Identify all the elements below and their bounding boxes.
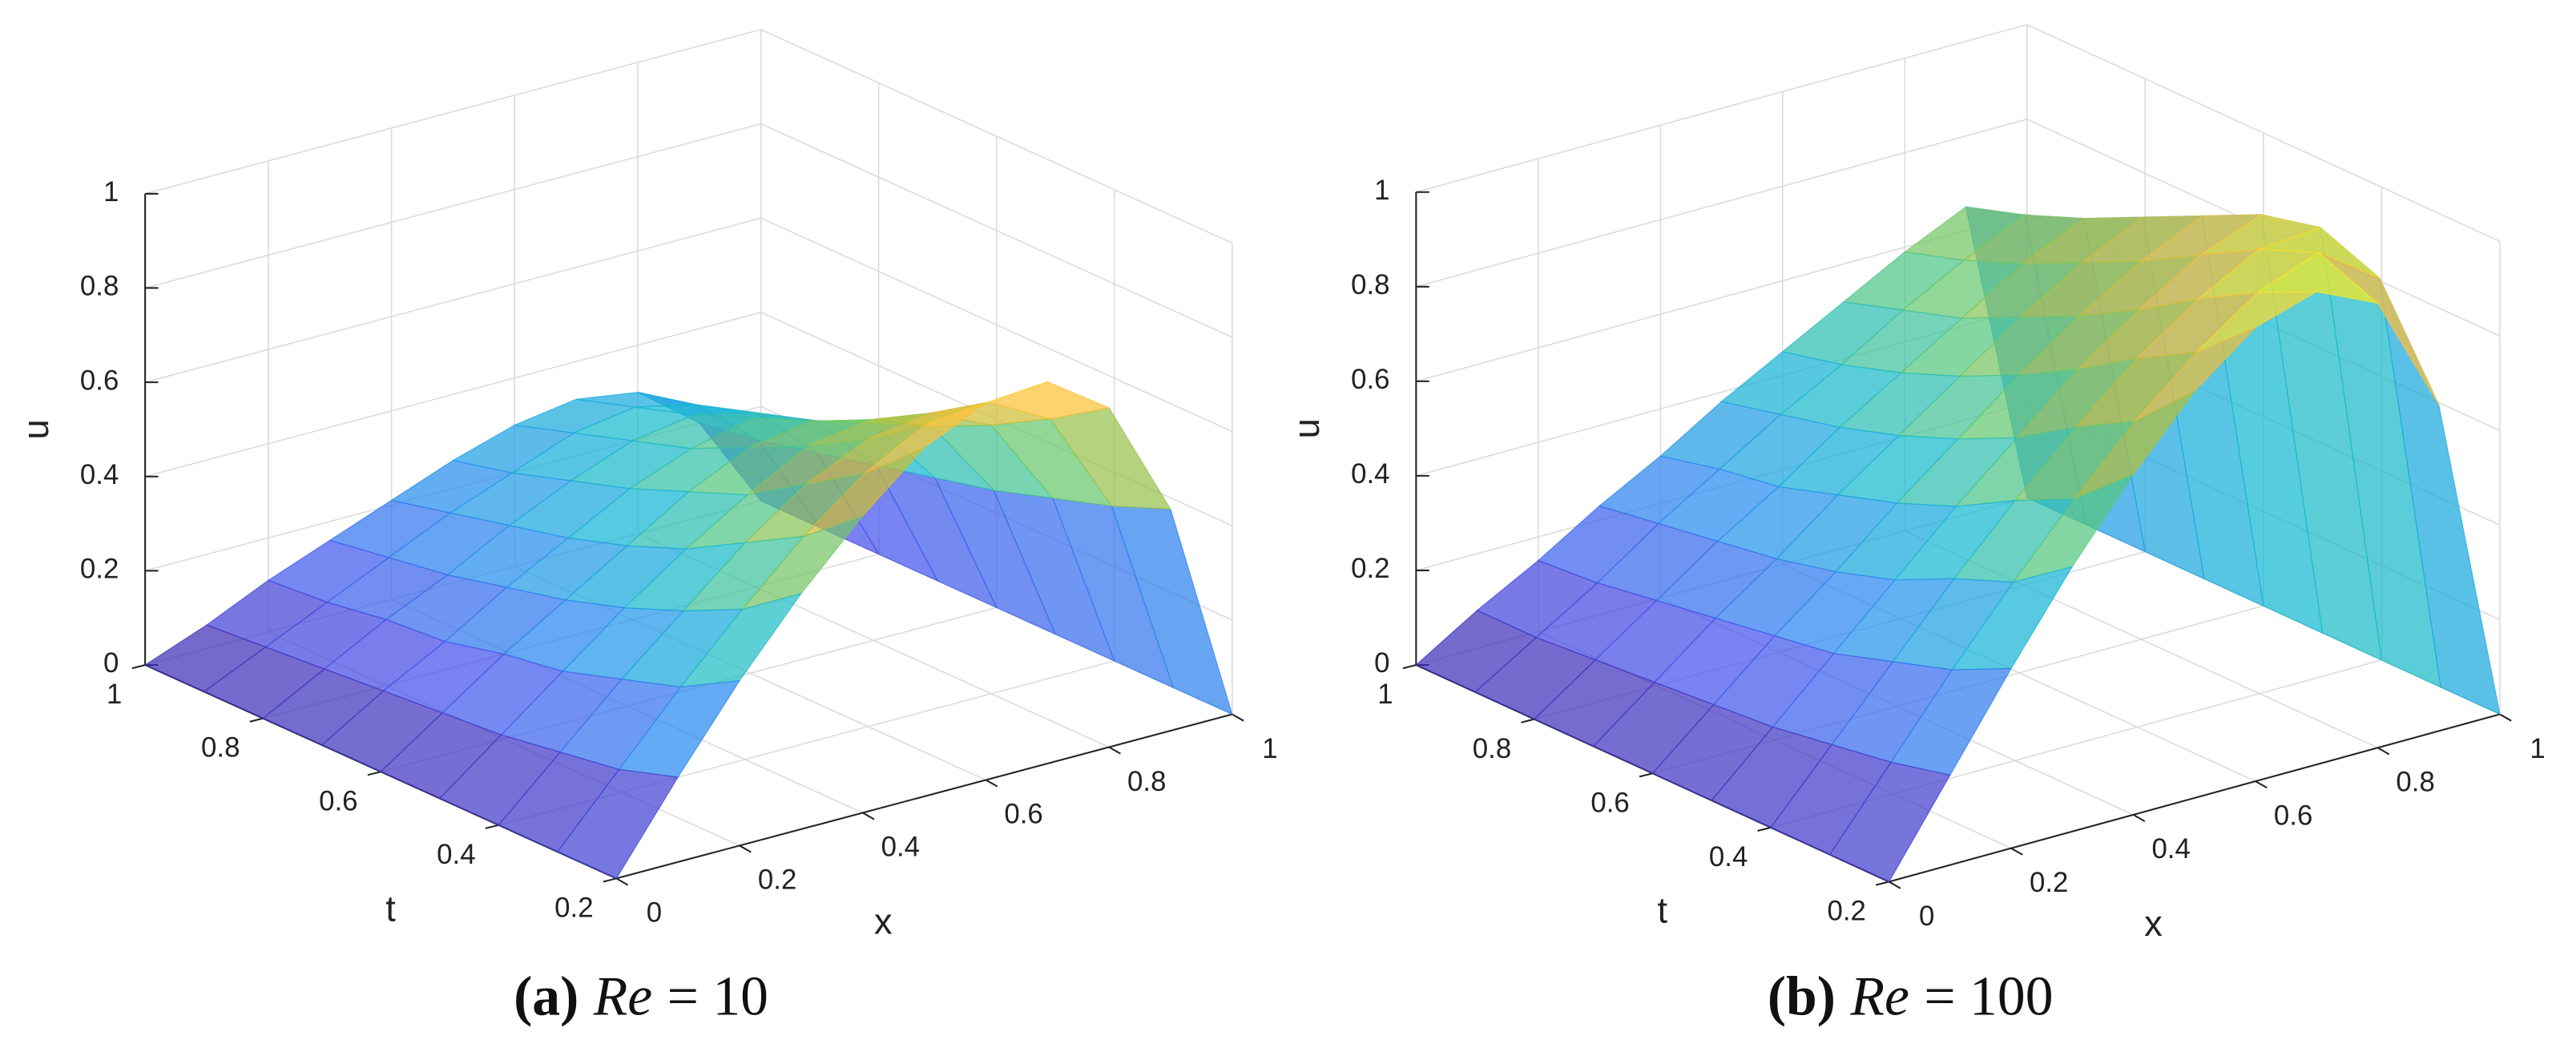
z-tick-label: 0.4 xyxy=(1351,458,1389,490)
x-tick xyxy=(2010,847,2023,856)
grid-line xyxy=(1416,118,2027,288)
y-tick xyxy=(131,664,146,670)
y-tick xyxy=(1639,772,1653,778)
z-tick-label: 0.8 xyxy=(80,271,119,302)
caption-rest: = 100 xyxy=(1924,966,2053,1028)
caption-symbol: Re xyxy=(1849,966,1909,1028)
y-tick-label: 0.6 xyxy=(319,785,357,816)
caption-rest: = 10 xyxy=(667,966,768,1028)
z-axis-label: u xyxy=(1286,418,1327,438)
x-tick xyxy=(1108,746,1121,755)
x-tick xyxy=(1889,881,1901,889)
y-tick xyxy=(1875,881,1889,886)
surface-chart: 00.20.40.60.8100.20.40.60.810.20.40.60.8… xyxy=(15,29,1278,1028)
grid-line xyxy=(144,217,761,383)
y-tick-label: 0.2 xyxy=(554,893,593,924)
surface-chart: 00.20.40.60.8100.20.40.60.810.20.40.60.8… xyxy=(1286,23,2546,1028)
x-tick-label: 0 xyxy=(647,897,662,929)
x-tick xyxy=(2255,780,2268,789)
x-tick-label: 0 xyxy=(1919,901,1934,932)
grid-line xyxy=(2026,23,2501,243)
x-tick xyxy=(985,779,998,788)
y-tick-label: 0.4 xyxy=(1709,841,1748,873)
x-tick xyxy=(2499,713,2512,722)
x-tick xyxy=(2376,747,2390,756)
z-tick-label: 0.2 xyxy=(80,554,119,585)
y-tick-label: 0.8 xyxy=(1473,733,1511,764)
y-tick xyxy=(485,824,499,829)
z-tick-label: 0 xyxy=(103,647,119,679)
y-tick xyxy=(367,771,381,776)
y-tick-label: 1 xyxy=(1377,679,1393,710)
x-tick-label: 0.2 xyxy=(758,864,796,896)
y-tick xyxy=(249,717,264,723)
grid-line xyxy=(144,123,761,289)
y-tick-label: 0.2 xyxy=(1827,896,1865,927)
grid-line xyxy=(1416,23,2027,193)
y-tick xyxy=(1521,718,1535,723)
z-tick-label: 0.6 xyxy=(1351,364,1389,395)
y-axis-label: t xyxy=(385,888,396,929)
x-tick-label: 1 xyxy=(2530,733,2545,764)
x-tick-label: 0.6 xyxy=(2274,800,2312,831)
z-tick-label: 1 xyxy=(1374,175,1389,206)
grid-line xyxy=(144,312,761,478)
caption: (b) Re = 100 xyxy=(1768,966,2054,1028)
y-axis-label: t xyxy=(1657,889,1667,930)
x-tick-label: 0.4 xyxy=(2151,833,2190,864)
x-tick-label: 0.8 xyxy=(2396,767,2434,798)
z-tick-label: 0.2 xyxy=(1351,553,1389,584)
y-tick-label: 0.8 xyxy=(201,732,240,764)
y-tick xyxy=(603,877,617,883)
grid-line xyxy=(760,29,1233,244)
grid-line xyxy=(760,123,1233,338)
x-tick-label: 0.4 xyxy=(881,832,920,863)
x-tick xyxy=(1232,713,1244,722)
z-tick-label: 1 xyxy=(103,176,119,208)
y-tick-label: 0.4 xyxy=(437,839,475,870)
grid-line xyxy=(144,29,761,195)
caption-symbol: Re xyxy=(593,966,652,1028)
z-tick-label: 0 xyxy=(1374,647,1389,679)
surface-patch xyxy=(556,768,679,880)
z-tick-label: 0.6 xyxy=(80,365,119,396)
z-tick-label: 0.8 xyxy=(1351,269,1389,300)
y-tick xyxy=(1757,826,1772,832)
x-tick xyxy=(2133,814,2146,822)
grid-line xyxy=(760,217,1233,433)
z-axis-label: u xyxy=(15,419,56,439)
x-tick xyxy=(615,877,629,886)
caption-label: (a) xyxy=(514,966,578,1028)
x-axis-label: x xyxy=(874,901,893,942)
surface-patch xyxy=(1828,761,1951,883)
caption: (a) Re = 10 xyxy=(514,966,768,1028)
caption-label: (b) xyxy=(1768,966,1836,1028)
y-tick-label: 1 xyxy=(107,679,122,710)
x-tick-label: 0.6 xyxy=(1004,799,1042,830)
x-tick-label: 0.8 xyxy=(1127,766,1166,797)
x-axis-label: x xyxy=(2144,903,2163,944)
x-tick-label: 1 xyxy=(1262,733,1277,764)
x-axis xyxy=(1889,713,2501,883)
y-tick xyxy=(1402,664,1417,670)
x-axis xyxy=(616,713,1233,880)
z-tick-label: 0.4 xyxy=(80,459,119,490)
x-tick-label: 0.2 xyxy=(2030,867,2068,898)
x-tick xyxy=(739,844,752,853)
y-tick-label: 0.6 xyxy=(1590,787,1629,818)
x-tick xyxy=(862,812,875,820)
